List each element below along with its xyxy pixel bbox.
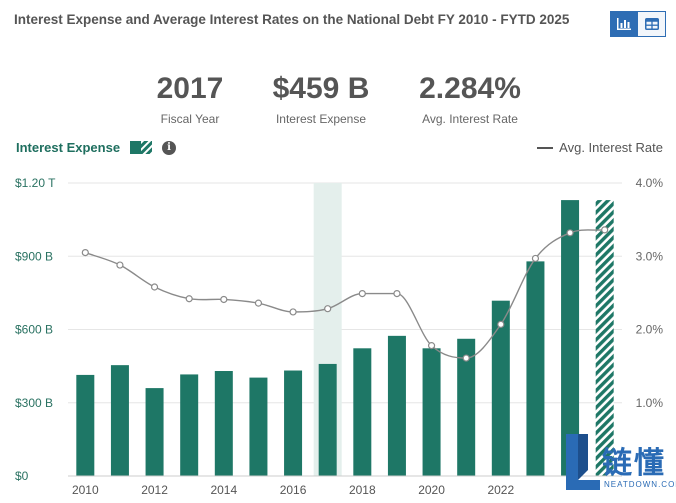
legend-line-swatch xyxy=(537,146,554,149)
rate-point xyxy=(185,295,193,303)
x-tick-label: 2018 xyxy=(349,483,376,497)
x-tick-label: 2010 xyxy=(72,483,99,497)
bar xyxy=(491,300,510,476)
neatdown-logo xyxy=(566,434,600,490)
y-right-tick-label: 4.0% xyxy=(636,176,664,190)
bar xyxy=(318,363,337,476)
rate-point xyxy=(254,299,263,307)
rate-point xyxy=(289,308,297,316)
bar xyxy=(526,261,545,476)
stat-interest-expense-label: Interest Expense xyxy=(275,112,367,126)
y-left-tick-label: $1.20 T xyxy=(15,176,56,190)
rate-point xyxy=(531,254,540,263)
legend-bars-swatch xyxy=(130,141,153,154)
table-icon xyxy=(644,18,659,30)
y-left-tick-label: $900 B xyxy=(15,249,53,263)
bar xyxy=(214,371,233,476)
y-right-tick-label: 3.0% xyxy=(636,249,664,263)
bar xyxy=(249,377,268,476)
bar xyxy=(422,348,441,476)
rate-point xyxy=(116,261,124,269)
rate-point xyxy=(358,290,366,298)
stat-interest-expense: $459 B Interest Expense xyxy=(256,72,386,126)
rate-point xyxy=(393,290,401,298)
rate-point xyxy=(81,248,89,257)
bar xyxy=(353,348,372,476)
y-left-tick-label: $600 B xyxy=(15,323,53,337)
x-tick-label: 2020 xyxy=(418,483,445,497)
view-toggle xyxy=(610,11,666,37)
bar-partial-year xyxy=(595,200,614,476)
bar xyxy=(387,335,406,476)
table-view-button[interactable] xyxy=(638,11,666,37)
stat-interest-expense-value: $459 B xyxy=(272,72,370,105)
legend-bars: Interest Expense i xyxy=(16,140,177,155)
stat-interest-rate-label: Avg. Interest Rate xyxy=(422,112,518,126)
legend-bars-label: Interest Expense xyxy=(16,140,121,155)
rate-point xyxy=(601,226,609,234)
watermark: 链懂 NEATDOWN.COM xyxy=(556,432,676,503)
x-tick-label: 2014 xyxy=(210,483,237,497)
x-tick-label: 2012 xyxy=(141,483,168,497)
rate-point xyxy=(150,283,159,291)
page-title: Interest Expense and Average Interest Ra… xyxy=(14,12,570,27)
rate-point xyxy=(324,305,332,313)
watermark-chinese: 链懂 xyxy=(602,447,666,480)
x-tick-label: 2022 xyxy=(487,483,514,497)
y-left-tick-label: $0 xyxy=(15,469,29,483)
bar xyxy=(110,365,129,476)
y-right-tick-label: 2.0% xyxy=(636,323,664,337)
bar xyxy=(284,370,303,476)
bar-chart-icon xyxy=(617,18,631,30)
rate-point xyxy=(497,320,505,328)
rate-point xyxy=(462,354,470,362)
watermark-sub: NEATDOWN.COM xyxy=(604,480,676,489)
y-right-tick-label: 1.0% xyxy=(636,396,664,410)
y-left-tick-label: $300 B xyxy=(15,396,53,410)
rate-point xyxy=(220,295,228,304)
stat-interest-rate-value: 2.284% xyxy=(419,72,521,105)
bar xyxy=(145,388,164,476)
rate-line xyxy=(85,229,605,359)
stat-fiscal-year: 2017 Fiscal Year xyxy=(140,72,240,126)
stat-interest-rate: 2.284% Avg. Interest Rate xyxy=(405,72,535,126)
stat-fiscal-year-value: 2017 xyxy=(156,72,224,105)
stat-fiscal-year-label: Fiscal Year xyxy=(160,112,220,126)
bar xyxy=(561,200,580,476)
chart-view-button[interactable] xyxy=(610,11,638,37)
bar xyxy=(76,374,95,476)
rate-point xyxy=(427,342,436,350)
rate-point xyxy=(566,229,574,237)
legend-line-label: Avg. Interest Rate xyxy=(559,140,663,155)
bar xyxy=(180,374,199,476)
legend-line: Avg. Interest Rate xyxy=(537,140,663,155)
x-tick-label: 2016 xyxy=(280,483,307,497)
info-icon[interactable]: i xyxy=(162,140,177,155)
bar xyxy=(457,338,476,476)
